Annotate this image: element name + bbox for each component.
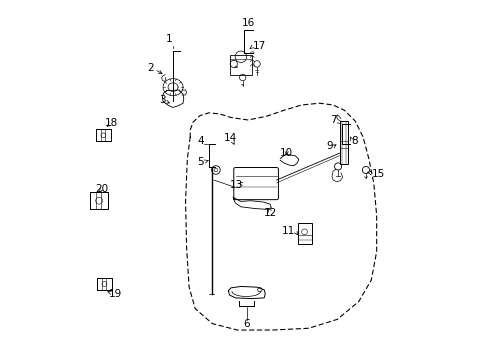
Text: 13: 13 [229, 180, 243, 190]
Text: 11: 11 [282, 226, 295, 236]
Text: 2: 2 [147, 63, 154, 73]
Polygon shape [228, 287, 264, 298]
Text: 7: 7 [330, 115, 336, 125]
Text: 8: 8 [351, 136, 358, 146]
Text: 3: 3 [159, 95, 165, 105]
Bar [340, 121, 347, 164]
Text: 14: 14 [224, 133, 237, 143]
Text: 6: 6 [243, 319, 249, 329]
Text: 4: 4 [197, 136, 203, 147]
Bar [230, 55, 251, 75]
Text: 17: 17 [253, 41, 266, 51]
Text: 10: 10 [280, 148, 293, 158]
Text: 15: 15 [370, 168, 384, 179]
Text: 5: 5 [197, 157, 203, 167]
Text: 19: 19 [108, 289, 122, 298]
Text: 12: 12 [264, 208, 277, 218]
Text: 16: 16 [241, 18, 254, 28]
Text: 18: 18 [105, 118, 118, 128]
Text: 9: 9 [326, 141, 332, 152]
Bar [298, 223, 312, 244]
Text: 1: 1 [166, 34, 172, 44]
Text: 20: 20 [95, 184, 108, 194]
